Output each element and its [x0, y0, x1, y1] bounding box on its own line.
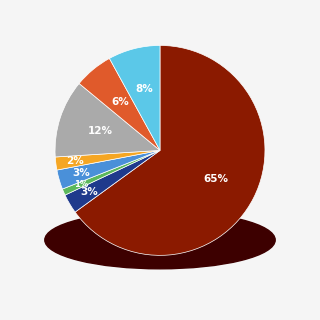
Wedge shape	[55, 84, 160, 157]
Text: 3%: 3%	[73, 168, 90, 178]
Text: 3%: 3%	[81, 187, 99, 197]
Wedge shape	[79, 59, 160, 150]
Wedge shape	[109, 45, 160, 150]
Text: 2%: 2%	[66, 156, 84, 166]
Text: 12%: 12%	[88, 126, 113, 136]
Text: 65%: 65%	[204, 174, 228, 184]
Text: 8%: 8%	[135, 84, 153, 94]
Wedge shape	[65, 150, 160, 212]
Wedge shape	[55, 150, 160, 170]
Text: 1%: 1%	[74, 180, 88, 189]
Text: 6%: 6%	[111, 97, 129, 107]
Wedge shape	[75, 45, 265, 255]
Wedge shape	[62, 150, 160, 195]
Wedge shape	[57, 150, 160, 189]
